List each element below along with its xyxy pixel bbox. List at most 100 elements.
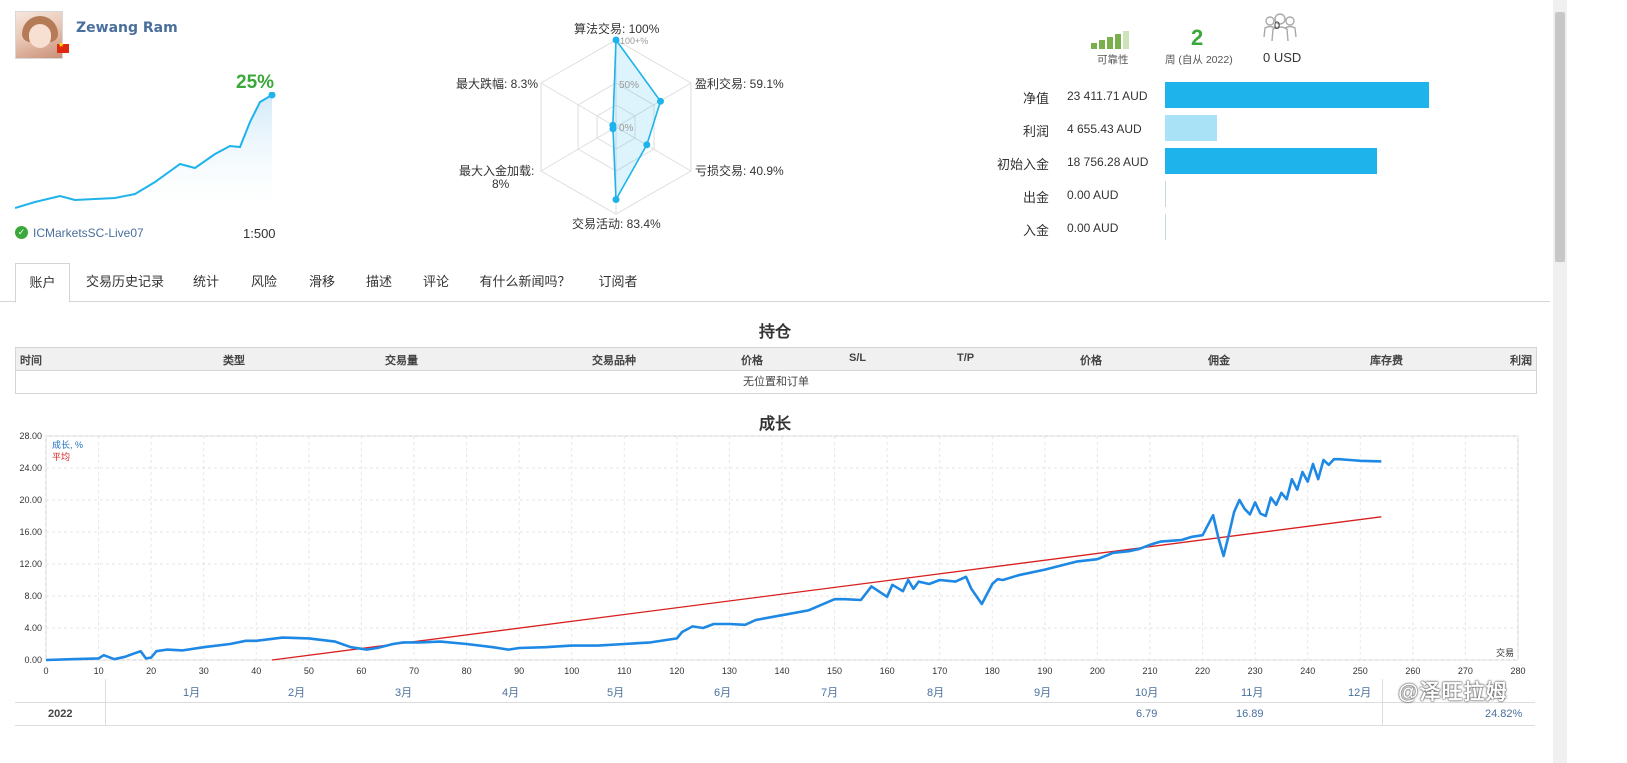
y-tick-label: 8.00: [24, 591, 42, 601]
growth-title: 成长: [758, 416, 791, 433]
month-label: 1月: [183, 687, 201, 699]
tab-news[interactable]: 有什么新闻吗？: [479, 274, 571, 289]
weeks-count: 2: [1191, 25, 1204, 50]
finance-bar-1: [1165, 115, 1218, 141]
x-unit-label: 交易: [1496, 647, 1514, 658]
tab-description[interactable]: 描述: [365, 274, 392, 289]
radar-label-max-load-value: 8%: [492, 177, 510, 191]
y-tick-label: 12.00: [19, 559, 42, 569]
x-tick-label: 100: [564, 666, 579, 676]
positions-header-row: 时间 类型 交易量 交易品种 价格 S/L T/P 价格 佣金 库存费 利润: [16, 348, 1536, 371]
year-label: 2022: [48, 708, 73, 720]
x-tick-label: 200: [1090, 666, 1105, 676]
radar-label-max-drawdown: 最大跌幅: 8.3%: [456, 77, 539, 91]
radar-label-max-load: 最大入金加载:: [459, 164, 535, 178]
month-label: 12月: [1348, 687, 1372, 699]
finance-bar-0: [1165, 82, 1429, 108]
mini-growth-chart: [15, 92, 276, 210]
col-swap: 库存费: [1370, 355, 1403, 367]
positions-table: 时间 类型 交易量 交易品种 价格 S/L T/P 价格 佣金 库存费 利润 无…: [15, 347, 1537, 394]
y-tick-label: 28.00: [19, 431, 42, 441]
finance-label-2: 初始入金: [996, 157, 1049, 172]
radar-scale-0: 0%: [619, 123, 634, 134]
x-tick-label: 90: [514, 666, 524, 676]
x-tick-label: 40: [251, 666, 261, 676]
growth-percent: 25%: [236, 72, 275, 93]
reliability-bars-icon[interactable]: [1091, 28, 1135, 49]
year-total-value: 24.82%: [1485, 708, 1523, 720]
average-line: [272, 516, 1382, 661]
finance-label-3: 出金: [1022, 190, 1049, 205]
tab-statistics[interactable]: 统计: [192, 274, 219, 289]
page-scrollbar-thumb[interactable]: [1555, 12, 1565, 262]
radar-label-profit-trades: 盈利交易: 59.1%: [695, 77, 784, 91]
tab-risk[interactable]: 风险: [250, 274, 277, 289]
col-price-2: 价格: [1080, 355, 1102, 367]
tab-reviews[interactable]: 评论: [422, 274, 449, 289]
x-tick-label: 170: [932, 666, 947, 676]
year-divider-right: [1382, 679, 1383, 726]
x-tick-label: 160: [880, 666, 895, 676]
x-tick-label: 0: [43, 666, 48, 676]
x-tick-label: 30: [199, 666, 209, 676]
month-label: 6月: [714, 687, 732, 699]
x-tick-label: 210: [1142, 666, 1157, 676]
tab-subscribers[interactable]: 订阅者: [598, 274, 638, 289]
finance-value-4: 0.00 AUD: [1067, 221, 1119, 235]
x-tick-label: 280: [1510, 666, 1525, 676]
avatar[interactable]: [15, 11, 63, 59]
x-tick-label: 70: [409, 666, 419, 676]
finance-bar-4: [1165, 214, 1166, 240]
x-tick-label: 230: [1248, 666, 1263, 676]
y-tick-label: 0.00: [24, 655, 42, 665]
month-label: 4月: [502, 687, 520, 699]
leverage: 1:500: [243, 226, 276, 241]
y-tick-label: 20.00: [19, 495, 42, 505]
verified-shield-icon: ✓: [15, 226, 28, 239]
username[interactable]: Zewang Ram: [76, 20, 178, 36]
x-tick-label: 190: [1037, 666, 1052, 676]
reliability-label: 可靠性: [1097, 54, 1129, 66]
tab-slippage[interactable]: 滑移: [308, 274, 335, 289]
col-time: 时间: [20, 355, 42, 367]
finance-value-3: 0.00 AUD: [1067, 188, 1119, 202]
legend-growth: 成长, %: [52, 439, 83, 450]
plot-area: [45, 435, 1519, 661]
col-price: 价格: [741, 355, 763, 367]
month-label: 9月: [1034, 687, 1052, 699]
month-label: 5月: [607, 687, 625, 699]
x-tick-label: 130: [722, 666, 737, 676]
tab-trade-history[interactable]: 交易历史记录: [85, 274, 164, 289]
month-label: 3月: [395, 687, 413, 699]
x-tick-label: 120: [669, 666, 684, 676]
month-label: 10月: [1135, 687, 1159, 699]
radar-label-algo: 算法交易: 100%: [574, 22, 660, 36]
radar-point-2: [643, 141, 651, 149]
x-tick-label: 20: [146, 666, 156, 676]
radar-label-loss-trades: 亏损交易: 40.9%: [695, 164, 784, 178]
x-tick-label: 180: [985, 666, 1000, 676]
finance-label-4: 入金: [1022, 223, 1049, 238]
mini-chart-endpoint: [268, 92, 276, 99]
x-tick-label: 220: [1195, 666, 1210, 676]
finance-value-0: 23 411.71 AUD: [1067, 89, 1148, 103]
radar-point-0: [612, 36, 620, 44]
finance-label-0: 净值: [1022, 91, 1049, 106]
x-tick-label: 50: [304, 666, 314, 676]
month-label: 7月: [821, 687, 839, 699]
tab-account[interactable]: 账户: [15, 263, 70, 303]
month-label: 8月: [927, 687, 945, 699]
legend-average: 平均: [52, 451, 70, 462]
broker-server-link[interactable]: ICMarketsSC-Live07: [33, 226, 144, 240]
radar-label-activity: 交易活动: 83.4%: [572, 217, 661, 231]
month-label: 2月: [288, 687, 306, 699]
finance-bar-3: [1165, 181, 1166, 207]
x-tick-label: 10: [94, 666, 104, 676]
x-tick-label: 140: [774, 666, 789, 676]
col-symbol: 交易品种: [592, 355, 636, 367]
year-nov-value: 16.89: [1236, 708, 1264, 720]
radar-scale-100: 100+%: [620, 36, 648, 46]
radar-point-3: [612, 196, 620, 204]
finance-bar-2: [1165, 148, 1377, 174]
year-divider: [105, 679, 106, 726]
